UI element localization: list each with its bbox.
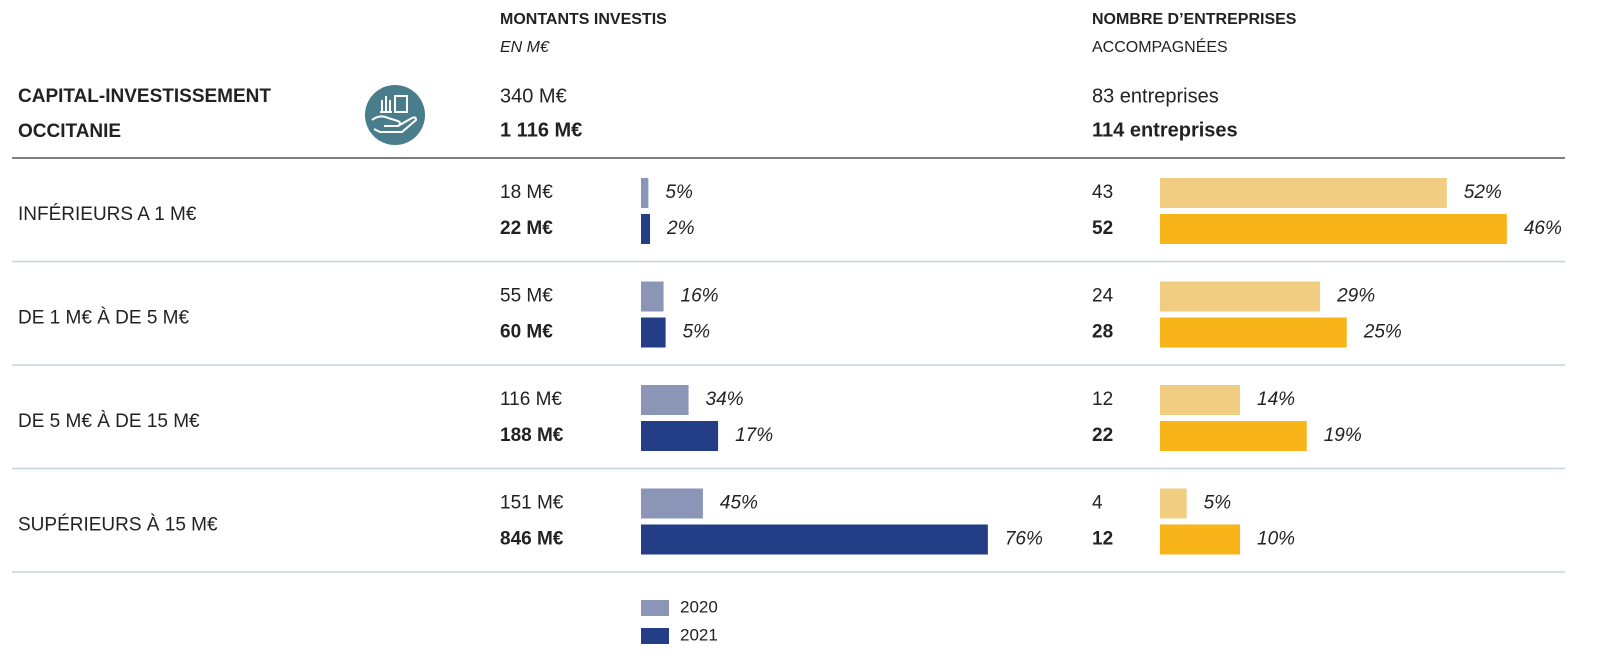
value-label: 12 — [1092, 389, 1113, 410]
row-label: SUPÉRIEURS À 15 M€ — [18, 515, 218, 536]
value-label: 24 — [1092, 286, 1114, 307]
row-label: DE 1 M€ À DE 5 M€ — [18, 308, 189, 329]
title-line: CAPITAL-INVESTISSEMENT — [18, 86, 271, 107]
bar — [641, 178, 649, 208]
share-label: 5% — [1204, 493, 1232, 514]
value-label: 18 M€ — [500, 182, 553, 203]
share-label: 19% — [1324, 425, 1362, 446]
share-label: 34% — [706, 389, 744, 410]
bar — [641, 214, 651, 244]
value-label: 55 M€ — [500, 286, 553, 307]
bar — [641, 317, 666, 348]
total: 114 entreprises — [1092, 119, 1238, 141]
row-label: DE 5 M€ À DE 15 M€ — [18, 411, 200, 432]
bar — [1160, 421, 1307, 451]
row-label: INFÉRIEURS A 1 M€ — [18, 204, 197, 225]
value-label: 60 M€ — [500, 322, 553, 343]
share-label: 17% — [735, 425, 773, 446]
value-label: 151 M€ — [500, 493, 564, 514]
share-label: 10% — [1257, 529, 1295, 550]
icon — [365, 85, 425, 145]
value-label: 28 — [1092, 322, 1113, 343]
total: 1 116 M€ — [500, 119, 582, 141]
bar — [1160, 214, 1507, 244]
share-label: 2% — [666, 218, 695, 239]
value-label: 12 — [1092, 529, 1113, 550]
legend-label: 2020 — [680, 597, 718, 616]
share-label: 45% — [720, 493, 758, 514]
value-label: 52 — [1092, 218, 1113, 239]
value-label: 22 — [1092, 425, 1113, 446]
column-title: MONTANTS INVESTIS — [500, 11, 667, 28]
value-label: 846 M€ — [500, 529, 564, 550]
share-label: 29% — [1336, 286, 1375, 307]
bar — [1160, 488, 1187, 519]
share-label: 76% — [1005, 529, 1043, 550]
share-label: 5% — [683, 322, 711, 343]
value-label: 43 — [1092, 182, 1113, 203]
value-label: 4 — [1092, 493, 1103, 514]
share-label: 52% — [1464, 182, 1502, 203]
legend-swatch — [641, 628, 669, 644]
value-label: 22 M€ — [500, 218, 553, 239]
share-label: 16% — [681, 286, 719, 307]
bar — [1160, 178, 1447, 208]
share-label: 5% — [665, 182, 693, 203]
bar — [1160, 385, 1241, 415]
bar — [641, 385, 689, 415]
value-label: 188 M€ — [500, 425, 564, 446]
share-label: 14% — [1257, 389, 1295, 410]
share-label: 25% — [1363, 322, 1402, 343]
bar — [1160, 524, 1241, 555]
column-title: NOMBRE D’ENTREPRISES — [1092, 11, 1297, 28]
column-subtitle: EN M€ — [500, 39, 550, 56]
title-line: OCCITANIE — [18, 121, 121, 142]
total: 83 entreprises — [1092, 85, 1219, 107]
legend-label: 2021 — [680, 625, 718, 644]
bar — [641, 488, 703, 519]
total: 340 M€ — [500, 85, 567, 107]
value-label: 116 M€ — [500, 389, 562, 410]
bar — [641, 281, 664, 312]
bar — [1160, 317, 1347, 348]
column-subtitle: ACCOMPAGNÉES — [1092, 37, 1228, 56]
bar — [641, 421, 719, 451]
share-label: 46% — [1524, 218, 1562, 239]
bar — [1160, 281, 1321, 312]
bar — [641, 524, 988, 555]
legend-swatch — [641, 600, 669, 616]
